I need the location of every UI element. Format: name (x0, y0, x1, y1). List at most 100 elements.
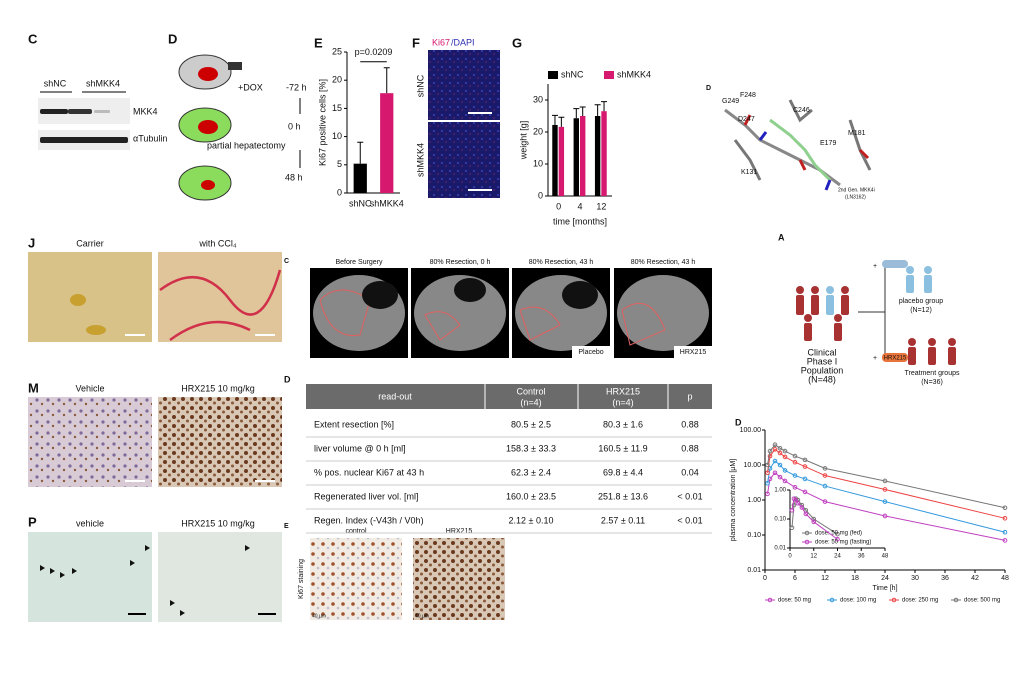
person (948, 338, 956, 346)
residue: D247 (738, 116, 755, 123)
ct-images: Before Surgery 80% Resection, 0 h 80% Re… (310, 259, 712, 358)
marker (772, 470, 778, 476)
person (826, 295, 834, 315)
y-tick-label: 10.00 (743, 462, 761, 469)
x-tick-label: 42 (971, 575, 979, 582)
x-tick-label: 0 (556, 201, 561, 211)
connector (858, 265, 900, 359)
tag-box (572, 346, 610, 358)
abdomen (617, 275, 709, 351)
table-cell: 160.0 ± 23.5 (506, 491, 556, 501)
legend-label: dose: 250 mg (902, 598, 938, 604)
residue-labels: G249 F248 C246 D247 M181 E179 K131 2nd G… (722, 92, 875, 200)
panel-letter: G (512, 35, 522, 50)
y-tick-label: 0 (538, 190, 543, 200)
person (906, 266, 914, 274)
legend-marker (767, 597, 773, 603)
drug-label: HRX215 (884, 356, 907, 362)
row-label: shMKK4 (415, 143, 425, 177)
line (767, 448, 1006, 519)
marker (782, 448, 788, 454)
plus: + (873, 263, 877, 270)
x-tick-label: 24 (881, 575, 889, 582)
panel-letter: J (28, 235, 35, 250)
western-blot: shNC shMKK4 MKK4 αTubulin (38, 78, 167, 150)
image-title: HRX215 (446, 528, 473, 535)
histology-image (158, 397, 282, 487)
y-axis-label: plasma concentration [µM] (730, 459, 737, 541)
y-tick-label: 0.01 (747, 567, 761, 574)
band-label: MKK4 (133, 106, 158, 116)
row-label: shNC (415, 74, 425, 97)
panel-letters: C D E F G D J C A M D E P D (28, 31, 785, 529)
ihc-image (310, 538, 402, 620)
marker (795, 500, 801, 506)
table-cell: < 0.01 (677, 515, 702, 525)
legend-label: dose: 50 mg (778, 598, 811, 604)
legend-marker (829, 597, 835, 603)
x-tick-label: 48 (882, 554, 889, 560)
scheme-label: partial hepatectomy (207, 140, 286, 150)
x-tick-label: shMKK4 (370, 198, 404, 208)
marker (802, 457, 808, 463)
stick (758, 131, 832, 191)
histology-image (158, 532, 282, 622)
table-cell: 160.5 ± 11.9 (598, 443, 647, 453)
marker (772, 442, 778, 448)
marker (811, 519, 817, 525)
y-tick-label: 1.00 (774, 488, 786, 494)
error-bar (573, 108, 580, 119)
bar-chart: 0 5 10 15 20 25 Ki67 positive cells [%] shNCshM… (317, 46, 403, 208)
y-tick-label: 20 (332, 75, 342, 85)
marker (799, 505, 805, 510)
x-tick-label: 12 (810, 554, 817, 560)
legend-marker (804, 530, 810, 536)
person (928, 347, 936, 365)
person (924, 275, 932, 293)
band (40, 109, 68, 114)
panel-letter: P (28, 514, 37, 529)
time-label: 0 h (288, 121, 301, 131)
residue: E179 (820, 140, 836, 147)
table-cell: liver volume @ 0 h [ml] (314, 443, 406, 453)
ct-tag: HRX215 (680, 349, 707, 356)
table-cell: 0.04 (681, 467, 699, 477)
error-bar (601, 101, 608, 112)
person (804, 323, 812, 341)
x-tick-label: 24 (834, 554, 841, 560)
table-cell: < 0.01 (677, 491, 702, 501)
marker (835, 536, 840, 542)
image-title: with CCl₄ (198, 238, 237, 248)
error-bar (558, 116, 565, 127)
legend-label: shNC (561, 69, 584, 79)
group-label: (N=36) (921, 379, 943, 386)
histology-p: vehicle HRX215 10 mg/kg (28, 518, 282, 622)
table-cell: 80.5 ± 2.5 (511, 419, 551, 429)
table-header (306, 384, 712, 409)
legend-marker (804, 539, 810, 545)
marker (792, 453, 798, 459)
error-bar (594, 104, 601, 116)
y-tick-label: 1.00 (747, 497, 761, 504)
bar (601, 111, 607, 196)
residue: M181 (848, 130, 866, 137)
panel-letter: D (735, 417, 742, 427)
liver (198, 67, 218, 81)
header-cell: (n=4) (612, 397, 633, 407)
panel-letter: A (778, 232, 785, 242)
mouse-scheme: +DOX -72 h 0 h partial hepatectomy 48 h (178, 54, 307, 201)
marker (792, 473, 798, 478)
y-axis-label: weight [g] (518, 121, 528, 161)
error-bar (383, 67, 390, 94)
histology-m: Vehicle HRX215 10 mg/kg (28, 383, 282, 487)
person (834, 314, 842, 322)
table-cell: 62.3 ± 2.4 (511, 467, 551, 477)
bar (380, 93, 394, 193)
marker (811, 516, 817, 522)
stick (769, 118, 832, 182)
lane-label: shNC (44, 78, 67, 88)
person (906, 275, 914, 293)
x-tick-label: 12 (596, 201, 606, 211)
bar (594, 116, 601, 196)
scheme-label: +DOX (238, 82, 263, 92)
